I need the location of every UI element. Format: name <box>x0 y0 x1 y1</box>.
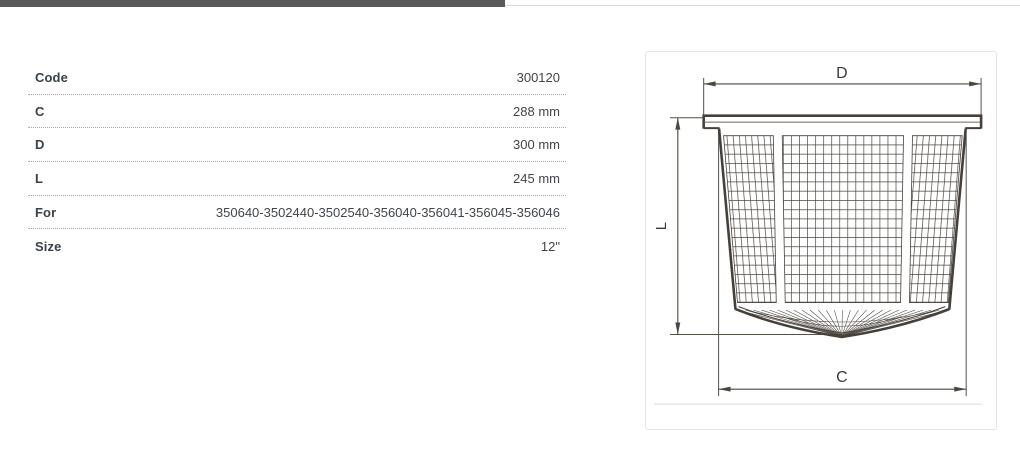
top-bar-divider <box>0 5 1020 6</box>
row-label: D <box>35 137 45 153</box>
table-row: D 300 mm <box>28 128 566 163</box>
dimension-l: L <box>654 117 842 335</box>
row-label: L <box>35 170 44 186</box>
basket-bottom-rim <box>735 307 950 339</box>
row-label: Size <box>35 238 62 254</box>
table-row: C 288 mm <box>28 95 566 129</box>
row-label: C <box>35 103 45 119</box>
mesh-panel-center <box>781 135 904 304</box>
dimension-d: D <box>703 65 982 115</box>
table-row: Code 300120 <box>28 61 566 95</box>
row-label: For <box>35 204 57 220</box>
active-tab-indicator <box>0 0 505 7</box>
mesh-panel-left <box>723 135 777 304</box>
dim-label-c: C <box>836 369 847 386</box>
dimension-c: C <box>718 131 967 397</box>
row-value: 350640-3502440-3502540-356040-356041-356… <box>215 204 560 220</box>
basket-wall-right <box>947 128 967 310</box>
row-value: 12" <box>540 238 560 254</box>
basket-technical-drawing: D L C <box>654 65 983 405</box>
table-row: L 245 mm <box>28 162 566 196</box>
basket-flange <box>702 114 983 129</box>
table-row: For 350640-3502440-3502540-356040-356041… <box>28 196 566 230</box>
row-value: 288 mm <box>513 103 560 119</box>
mesh-panel-right <box>909 135 963 304</box>
row-label: Code <box>35 69 68 85</box>
spec-table: Code 300120 C 288 mm D 300 mm L 245 mm F… <box>28 61 566 263</box>
dim-label-d: D <box>836 65 847 82</box>
drawing-card: D L C <box>645 51 997 430</box>
row-value: 245 mm <box>513 170 560 186</box>
dim-label-l: L <box>654 222 670 230</box>
basket-wall-left <box>717 128 737 310</box>
top-bar <box>0 0 1020 7</box>
basket-body <box>702 114 983 339</box>
table-row: Size 12" <box>28 229 566 263</box>
row-value: 300120 <box>516 69 560 85</box>
row-value: 300 mm <box>513 137 560 153</box>
